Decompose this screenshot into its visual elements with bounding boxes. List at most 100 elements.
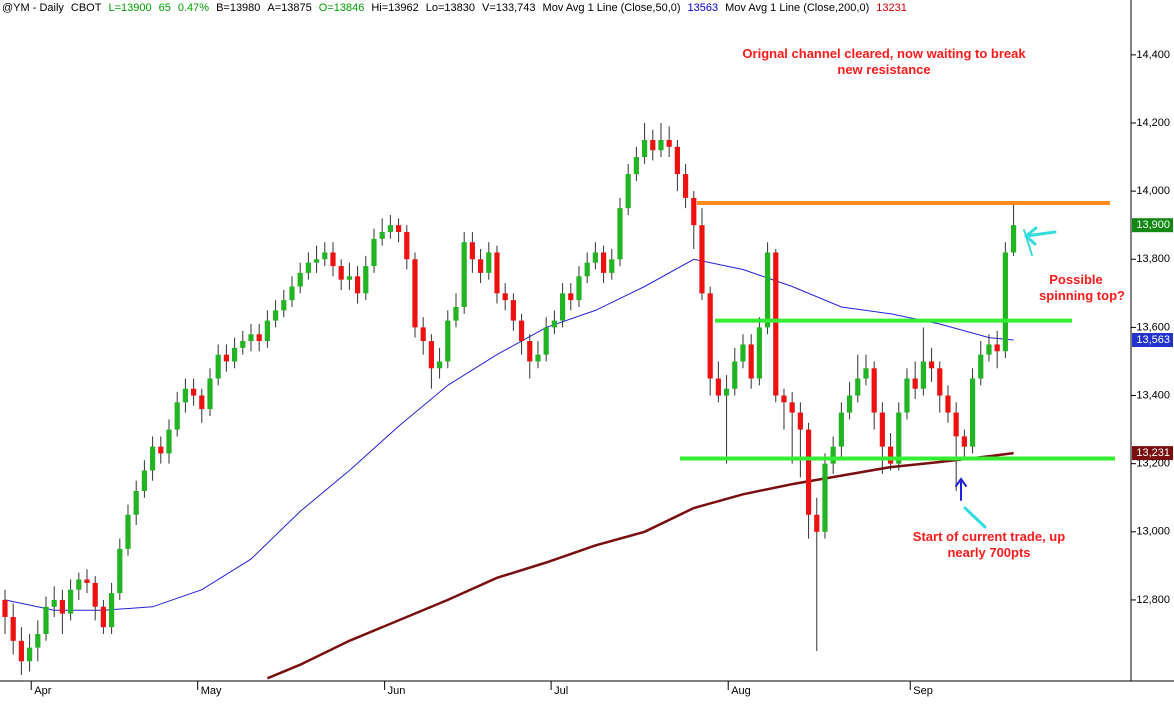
annotation-line: Start of current trade, up [913, 529, 1065, 544]
header-item: 13563 [688, 2, 719, 14]
candle-body [461, 242, 467, 307]
candle-body [592, 252, 598, 263]
candle-body [666, 140, 672, 147]
candle-body [732, 361, 738, 389]
candle-body [961, 436, 967, 447]
candle-body [76, 579, 82, 590]
candle-body [609, 259, 615, 273]
candle-body [477, 259, 484, 273]
candle-body [379, 232, 385, 239]
candle-body [633, 157, 639, 175]
header-item: L=13900 [108, 2, 151, 14]
candle-body [43, 606, 49, 635]
candle-body [822, 463, 828, 532]
candle-body [125, 514, 131, 549]
candle-body [535, 354, 541, 362]
candle-body [469, 242, 475, 260]
candle-body [27, 647, 33, 662]
candle-body [149, 446, 156, 471]
candle-body [272, 310, 279, 321]
candle-body [289, 286, 295, 301]
candle-body [387, 225, 393, 233]
candle-body [297, 272, 303, 287]
x-tick-label: Jun [388, 685, 406, 697]
y-tick-label: 14,400 [1136, 49, 1170, 61]
candle-body [502, 293, 508, 301]
y-tick-label: 14,200 [1136, 117, 1170, 129]
candle-body [420, 327, 426, 342]
candle-body [658, 140, 664, 151]
candle-body [18, 640, 25, 662]
candle-body [256, 334, 262, 342]
header-item: O=13846 [319, 2, 365, 14]
annotation-line: new resistance [837, 62, 930, 77]
x-tick-label: Aug [731, 685, 751, 697]
y-tick-label: 12,800 [1136, 594, 1170, 606]
candle-body [945, 395, 951, 413]
header-item: Mov Avg 1 Line (Close,200,0) [725, 2, 869, 14]
candle-body [617, 208, 623, 260]
candle-body [92, 582, 98, 607]
candle-body [904, 378, 910, 413]
price-marker [1132, 218, 1173, 233]
candle-body [568, 293, 574, 301]
annotation: Orignal channel cleared, now waiting to … [742, 46, 1026, 77]
candle-body [51, 599, 57, 607]
candle-body [551, 320, 557, 328]
candle-body [264, 320, 270, 342]
candle-body [404, 232, 410, 260]
header-item: Mov Avg 1 Line (Close,50,0) [543, 2, 681, 14]
arrows [955, 226, 1057, 529]
candle-body [117, 548, 123, 594]
candle-body [543, 327, 549, 355]
candle-body [576, 276, 582, 301]
x-tick-label: May [201, 685, 222, 697]
annotation-line: spinning top? [1039, 288, 1125, 303]
arrow [963, 506, 987, 529]
header-item: CBOT [71, 2, 102, 14]
candle-body [855, 378, 861, 396]
candle-body [486, 252, 492, 273]
candle-body [436, 361, 443, 369]
candle-body [354, 276, 361, 294]
price-marker [1132, 333, 1173, 347]
candle-body [748, 344, 754, 379]
candle-body [600, 252, 607, 273]
candle-body [412, 259, 418, 328]
candle-body [559, 293, 566, 321]
candle-body [937, 368, 943, 396]
arrow [955, 477, 967, 501]
candle-body [1002, 252, 1008, 352]
price-marker [1132, 446, 1173, 461]
candle-body [584, 262, 590, 277]
candle-body [805, 429, 812, 515]
candle-body [182, 388, 188, 403]
candle-body [84, 579, 90, 583]
candle-body [797, 412, 803, 430]
y-tick-label: 13,800 [1136, 253, 1170, 265]
header-item: 65 [159, 2, 171, 14]
candle-body [330, 252, 336, 267]
candle-body [453, 306, 459, 321]
header-item: 0.47% [178, 2, 209, 14]
y-tick-label: 14,000 [1136, 185, 1170, 197]
candle-body [207, 378, 213, 410]
y-tick-label: 13,000 [1136, 526, 1170, 538]
header-item: 13231 [876, 2, 907, 14]
header-item: B=13980 [216, 2, 260, 14]
candle-body [920, 361, 926, 389]
candle-body [887, 446, 894, 464]
candle-body [100, 606, 106, 628]
candle-body [445, 320, 451, 362]
candle-body [231, 347, 238, 362]
candle-body [240, 341, 246, 348]
header-item: V=133,743 [482, 2, 536, 14]
candle-body [338, 266, 344, 280]
candle-body [2, 599, 8, 617]
candle-body [830, 446, 836, 464]
candle-body [740, 344, 746, 362]
candle-body [223, 354, 229, 362]
candle-body [756, 327, 762, 379]
